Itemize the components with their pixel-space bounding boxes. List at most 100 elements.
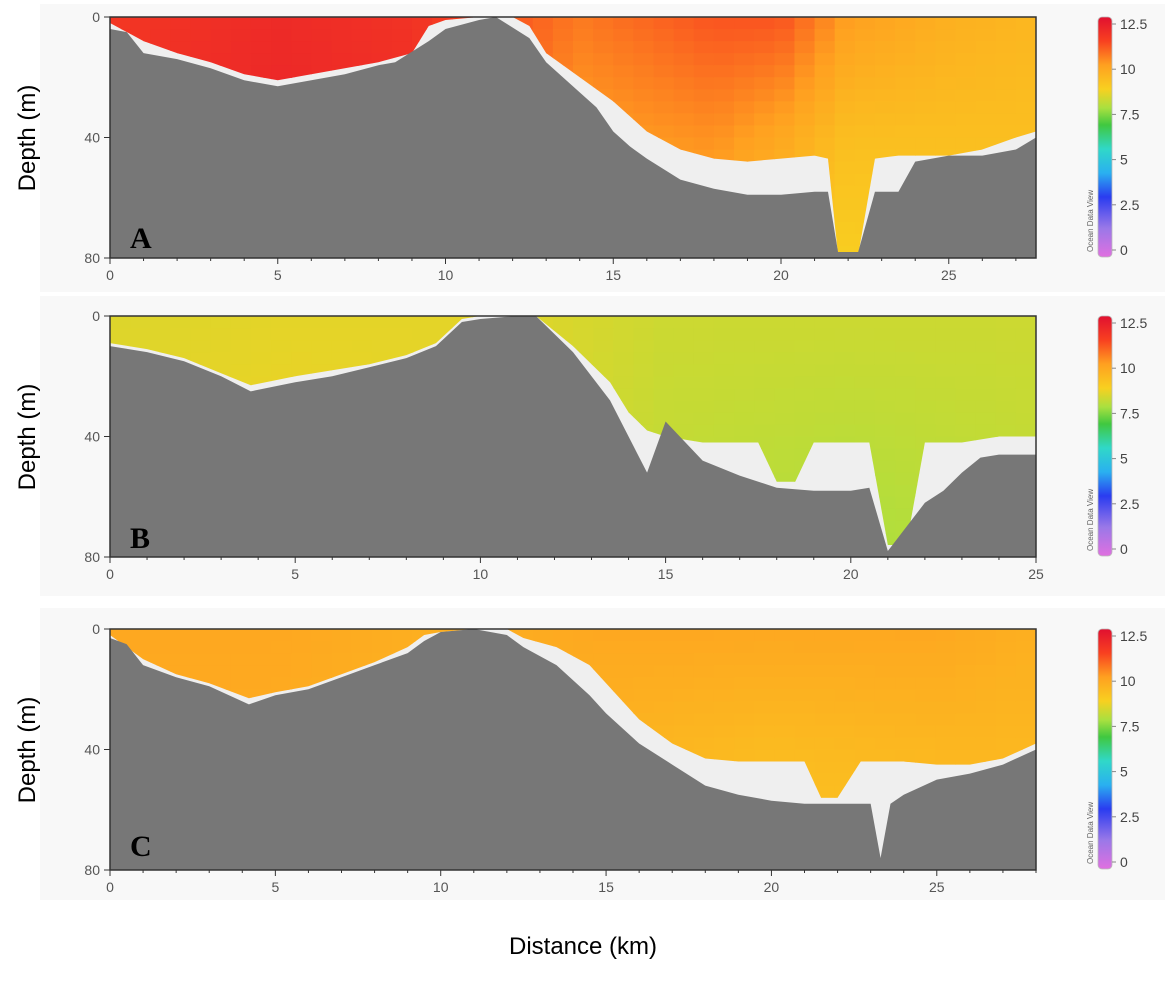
temperature-cell	[693, 125, 715, 139]
temperature-cell	[834, 364, 856, 377]
temperature-cell	[955, 77, 977, 90]
temperature-cell	[915, 665, 936, 678]
temperature-cell	[794, 113, 816, 127]
temperature-cell	[874, 125, 896, 139]
temperature-cell	[975, 677, 997, 690]
temperature-cell	[1015, 629, 1036, 642]
temperature-cell	[915, 137, 936, 151]
x-tick-label: 20	[843, 566, 859, 582]
temperature-cell	[754, 701, 775, 714]
temperature-cell	[713, 77, 735, 90]
temperature-cell	[351, 328, 373, 341]
temperature-cell	[874, 316, 896, 329]
temperature-cell	[1015, 17, 1036, 30]
panel-b-data	[110, 316, 1036, 557]
temperature-cell	[1015, 53, 1036, 66]
temperature-cell	[975, 713, 997, 726]
temperature-cell	[995, 328, 1017, 341]
temperature-cell	[774, 713, 796, 726]
colorbar-tick-label: 0	[1120, 242, 1128, 258]
temperature-cell	[230, 677, 252, 690]
temperature-cell	[794, 388, 816, 401]
temperature-cell	[874, 328, 896, 341]
temperature-cell	[532, 629, 554, 642]
temperature-cell	[774, 412, 796, 426]
colorbar-tick-label: 10	[1120, 360, 1136, 376]
temperature-cell	[814, 77, 836, 90]
temperature-cell	[311, 17, 333, 30]
temperature-cell	[915, 376, 936, 389]
temperature-cell	[1015, 113, 1036, 127]
temperature-cell	[995, 737, 1017, 751]
temperature-cell	[371, 316, 393, 329]
temperature-cell	[351, 340, 373, 353]
temperature-cell	[794, 689, 816, 702]
temperature-cell	[653, 713, 675, 726]
temperature-cell	[391, 41, 413, 54]
temperature-cell	[190, 29, 212, 42]
temperature-cell	[1015, 701, 1036, 714]
temperature-cell	[975, 316, 997, 329]
temperature-cell	[874, 352, 896, 365]
temperature-cell	[250, 352, 272, 365]
temperature-cell	[150, 29, 171, 42]
temperature-cell	[895, 137, 916, 151]
temperature-cell	[250, 665, 272, 678]
temperature-cell	[1015, 376, 1036, 389]
temperature-cell	[693, 352, 715, 365]
temperature-cell	[814, 352, 836, 365]
x-tick-label: 0	[106, 267, 114, 283]
temperature-cell	[250, 653, 272, 666]
temperature-cell	[774, 29, 796, 42]
temperature-cell	[291, 653, 312, 666]
temperature-cell	[975, 328, 997, 341]
temperature-cell	[734, 737, 755, 751]
temperature-cell	[250, 629, 272, 642]
temperature-cell	[271, 65, 292, 78]
temperature-cell	[351, 29, 373, 42]
temperature-cell	[633, 641, 655, 654]
temperature-cell	[573, 328, 594, 341]
temperature-cell	[955, 665, 977, 678]
temperature-cell	[170, 653, 192, 666]
temperature-cell	[935, 316, 957, 329]
temperature-cell	[693, 400, 715, 413]
temperature-cell	[874, 376, 896, 389]
temperature-cell	[713, 629, 735, 642]
temperature-cell	[673, 629, 695, 642]
temperature-cell	[854, 161, 876, 175]
temperature-cell	[653, 328, 675, 341]
temperature-cell	[573, 316, 594, 329]
temperature-cell	[895, 41, 916, 54]
temperature-cell	[834, 209, 856, 223]
temperature-cell	[432, 316, 453, 329]
temperature-cell	[774, 376, 796, 389]
temperature-cell	[854, 41, 876, 54]
temperature-cell	[713, 328, 735, 341]
temperature-cell	[854, 629, 876, 642]
temperature-cell	[573, 340, 594, 353]
temperature-cell	[1015, 340, 1036, 353]
temperature-cell	[854, 316, 876, 329]
temperature-cell	[834, 665, 856, 678]
temperature-cell	[995, 352, 1017, 365]
temperature-cell	[673, 89, 695, 102]
temperature-cell	[593, 340, 614, 353]
temperature-cell	[734, 328, 755, 341]
temperature-cell	[693, 737, 715, 751]
temperature-cell	[271, 340, 292, 353]
temperature-cell	[754, 352, 775, 365]
temperature-cell	[955, 89, 977, 102]
temperature-cell	[1015, 388, 1036, 401]
temperature-cell	[874, 713, 896, 726]
temperature-cell	[814, 737, 836, 751]
temperature-cell	[834, 316, 856, 329]
temperature-cell	[673, 77, 695, 90]
temperature-cell	[653, 412, 675, 426]
panel-a: 0 40 80 0 5 10 15 20 25 Depth (m) A 12.5 10 7.5 5 2.…	[14, 4, 1165, 292]
temperature-cell	[814, 53, 836, 66]
temperature-cell	[633, 689, 655, 702]
temperature-cell	[754, 653, 775, 666]
temperature-cell	[693, 388, 715, 401]
temperature-cell	[613, 629, 634, 642]
